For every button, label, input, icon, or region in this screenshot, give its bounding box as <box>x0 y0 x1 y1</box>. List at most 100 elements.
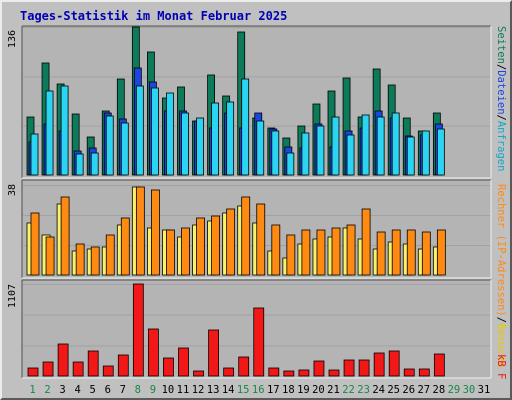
bar-kbytes-day-9 <box>147 328 159 377</box>
bar-rechner-day-25 <box>391 229 401 276</box>
day-label-2: 2 <box>44 384 50 396</box>
bar-rechner-day-17 <box>271 224 281 276</box>
day-label-10: 10 <box>162 384 175 396</box>
bar-rechner-day-12 <box>196 217 205 276</box>
legend-requests: Seiten/Dateien/Anfragen <box>495 26 507 171</box>
legend-requests-part-2: Dateien <box>495 70 507 114</box>
bar-anfragen-day-25 <box>391 112 400 176</box>
day-label-19: 19 <box>297 384 310 396</box>
day-label-25: 25 <box>387 384 400 396</box>
legend-visitors-part-1: / <box>495 317 507 323</box>
bar-kbytes-day-22 <box>343 359 355 377</box>
bar-kbytes-day-23 <box>358 359 370 377</box>
bar-anfragen-day-15 <box>241 78 250 176</box>
legend-requests-part-4: Anfragen <box>495 121 507 172</box>
bar-anfragen-day-9 <box>150 87 159 176</box>
bar-rechner-day-8 <box>135 186 145 276</box>
bar-rechner-day-20 <box>316 229 326 276</box>
bar-kbytes-day-14 <box>223 367 235 377</box>
bar-kbytes-day-28 <box>433 353 445 377</box>
y-max-label-requests: 136 <box>7 30 18 48</box>
legend-visitors: Rechner (IP-Adressen)/Besuche <box>495 184 507 367</box>
day-label-23: 23 <box>357 384 370 396</box>
bar-kbytes-day-19 <box>298 369 310 377</box>
bar-anfragen-day-8 <box>135 85 144 176</box>
day-label-31: 31 <box>478 384 491 396</box>
bar-kbytes-day-24 <box>373 352 385 377</box>
bar-kbytes-day-2 <box>42 361 54 377</box>
bar-rechner-day-26 <box>406 229 416 276</box>
day-label-5: 5 <box>90 384 96 396</box>
bar-anfragen-day-27 <box>421 130 430 176</box>
bar-kbytes-day-8 <box>132 283 144 377</box>
bar-rechner-day-27 <box>421 231 431 276</box>
bar-rechner-day-1 <box>30 212 40 276</box>
bar-kbytes-day-4 <box>72 361 84 377</box>
day-label-13: 13 <box>207 384 220 396</box>
day-label-27: 27 <box>417 384 430 396</box>
legend-kbytes: kB F <box>495 354 507 379</box>
bar-anfragen-day-6 <box>105 115 114 176</box>
bar-anfragen-day-14 <box>226 101 235 176</box>
day-label-28: 28 <box>433 384 446 396</box>
bar-anfragen-day-22 <box>346 134 355 176</box>
day-label-8: 8 <box>135 384 141 396</box>
bar-anfragen-day-5 <box>90 152 99 176</box>
bar-anfragen-day-23 <box>361 114 370 176</box>
day-label-3: 3 <box>59 384 65 396</box>
bar-rechner-day-18 <box>286 234 296 276</box>
bar-rechner-day-3 <box>60 196 70 276</box>
bar-kbytes-day-5 <box>87 350 99 377</box>
bar-rechner-day-5 <box>90 246 100 276</box>
bar-anfragen-day-18 <box>286 152 295 176</box>
bar-anfragen-day-7 <box>120 122 129 176</box>
bar-anfragen-day-16 <box>256 120 265 176</box>
y-max-label-visitors: 38 <box>7 184 18 196</box>
day-label-4: 4 <box>74 384 80 396</box>
chart-title: Tages-Statistik im Monat Februar 2025 <box>20 9 288 23</box>
bar-kbytes-day-3 <box>57 343 69 377</box>
day-label-29: 29 <box>448 384 461 396</box>
day-label-15: 15 <box>237 384 250 396</box>
bar-kbytes-day-17 <box>268 367 280 377</box>
bar-rechner-day-23 <box>361 208 371 276</box>
day-label-1: 1 <box>29 384 35 396</box>
bar-kbytes-day-6 <box>102 365 114 377</box>
day-label-12: 12 <box>192 384 205 396</box>
day-label-24: 24 <box>372 384 385 396</box>
bar-rechner-day-19 <box>301 229 311 276</box>
legend-requests-part-3: / <box>495 115 507 121</box>
bar-kbytes-day-16 <box>253 307 265 377</box>
bar-kbytes-day-13 <box>208 329 220 377</box>
bar-rechner-day-10 <box>166 229 175 276</box>
bar-kbytes-day-18 <box>283 370 295 377</box>
bar-anfragen-day-4 <box>75 153 84 176</box>
bar-rechner-day-13 <box>211 215 221 276</box>
day-label-14: 14 <box>222 384 235 396</box>
bar-anfragen-day-12 <box>196 117 204 176</box>
bar-anfragen-day-3 <box>60 85 69 176</box>
bar-rechner-day-21 <box>331 227 341 276</box>
day-label-18: 18 <box>282 384 295 396</box>
bar-anfragen-day-13 <box>211 102 220 176</box>
bar-kbytes-day-7 <box>117 354 129 377</box>
bar-rechner-day-6 <box>105 234 115 276</box>
bar-rechner-day-11 <box>181 227 190 276</box>
legend-requests-part-0: Seiten <box>495 26 507 64</box>
bar-anfragen-day-21 <box>331 116 340 176</box>
legend-visitors-part-0: Rechner (IP-Adressen) <box>495 184 507 317</box>
day-label-30: 30 <box>463 384 476 396</box>
day-label-21: 21 <box>327 384 340 396</box>
bar-anfragen-day-28 <box>436 128 445 176</box>
bar-kbytes-day-1 <box>27 367 39 377</box>
bar-rechner-day-22 <box>346 224 356 276</box>
bar-anfragen-day-2 <box>45 90 54 176</box>
bar-rechner-day-2 <box>45 236 55 276</box>
bar-kbytes-day-21 <box>328 369 340 377</box>
bar-kbytes-day-26 <box>403 368 415 377</box>
day-label-26: 26 <box>402 384 415 396</box>
day-label-20: 20 <box>312 384 325 396</box>
bar-anfragen-day-24 <box>376 116 385 176</box>
